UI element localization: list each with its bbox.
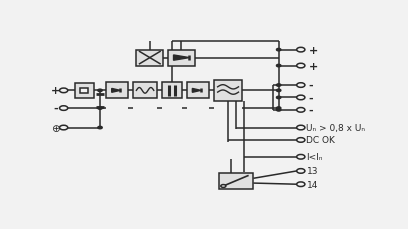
- Text: +: +: [309, 45, 318, 55]
- Bar: [136, 50, 163, 66]
- Circle shape: [277, 49, 281, 52]
- Circle shape: [297, 83, 305, 88]
- Text: I<Iₙ: I<Iₙ: [306, 153, 323, 162]
- Circle shape: [277, 65, 281, 68]
- Circle shape: [297, 182, 305, 187]
- Bar: [133, 83, 157, 99]
- Bar: [162, 83, 182, 99]
- Circle shape: [297, 108, 305, 113]
- Circle shape: [277, 97, 281, 99]
- Circle shape: [221, 185, 226, 188]
- Bar: [75, 83, 94, 98]
- Text: -: -: [309, 105, 313, 115]
- Circle shape: [60, 126, 68, 130]
- Circle shape: [60, 106, 68, 111]
- Circle shape: [297, 155, 305, 159]
- Bar: [106, 83, 129, 99]
- Polygon shape: [112, 89, 120, 93]
- Circle shape: [98, 127, 102, 129]
- Text: 13: 13: [306, 167, 318, 176]
- Circle shape: [297, 126, 305, 130]
- Circle shape: [277, 107, 281, 110]
- Circle shape: [98, 90, 102, 92]
- Circle shape: [297, 138, 305, 143]
- Circle shape: [297, 64, 305, 68]
- Text: 14: 14: [306, 180, 318, 189]
- Polygon shape: [192, 89, 201, 93]
- Text: -: -: [309, 81, 313, 91]
- Circle shape: [277, 85, 281, 87]
- Circle shape: [277, 109, 281, 112]
- Bar: [214, 81, 242, 101]
- Text: -: -: [309, 93, 313, 103]
- Circle shape: [277, 90, 281, 92]
- Polygon shape: [173, 56, 189, 61]
- Circle shape: [60, 89, 68, 93]
- Circle shape: [98, 107, 102, 110]
- Text: +: +: [51, 86, 60, 96]
- Text: +: +: [309, 61, 318, 71]
- Text: Uₙ > 0,8 x Uₙ: Uₙ > 0,8 x Uₙ: [306, 123, 366, 132]
- Text: ⊕: ⊕: [51, 123, 60, 133]
- Circle shape: [297, 48, 305, 53]
- Circle shape: [297, 169, 305, 174]
- Circle shape: [297, 96, 305, 100]
- Bar: [219, 173, 253, 189]
- Bar: [168, 50, 195, 66]
- Bar: [187, 83, 209, 99]
- Bar: [80, 88, 88, 94]
- Text: DC OK: DC OK: [306, 136, 335, 145]
- Text: -: -: [53, 104, 58, 114]
